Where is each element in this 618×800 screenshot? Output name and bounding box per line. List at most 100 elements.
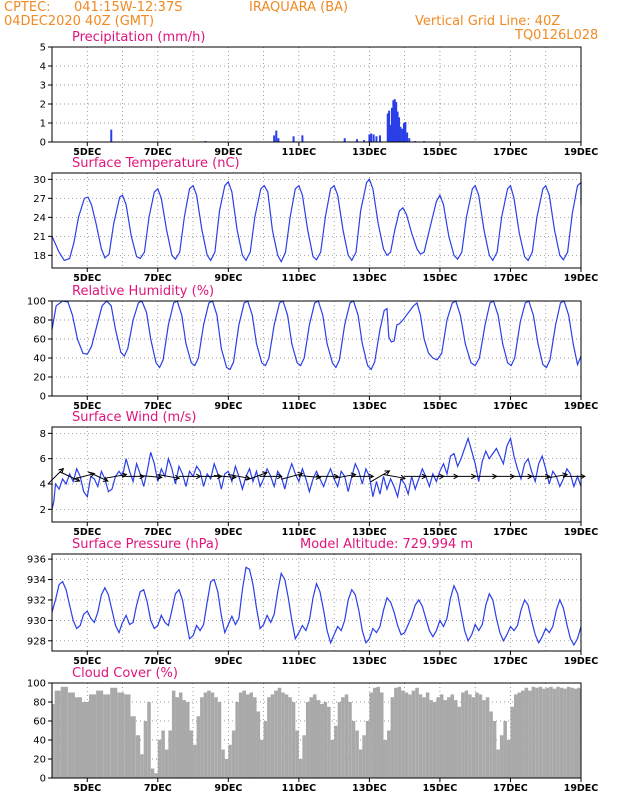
wind-arrow-5 bbox=[122, 473, 146, 480]
surface_pressure-xlabel-5: 15DEC bbox=[423, 656, 458, 667]
cloud-bar-120 bbox=[513, 694, 518, 778]
surface_pressure-ylabel-930: 930 bbox=[27, 616, 46, 627]
precip-bar-23 bbox=[398, 117, 401, 142]
wind-arrow-24 bbox=[453, 473, 477, 480]
cloud-bar-3 bbox=[67, 692, 75, 778]
cloud-bar-7 bbox=[96, 690, 104, 778]
cloud_cover-panel: Cloud Cover (%) 0 20 40 60 80 100 5DEC 7DEC 9DEC 1… bbox=[27, 666, 598, 794]
wind-arrow-shaft-20 bbox=[383, 473, 406, 479]
cloud-bar-87 bbox=[397, 686, 402, 778]
wind-arrow-shaft-1 bbox=[59, 471, 80, 482]
precipitation-ylabel-0: 0 bbox=[40, 138, 46, 149]
precip-bar-27 bbox=[404, 122, 407, 142]
cloud_cover-ylabel-80: 80 bbox=[33, 698, 46, 709]
precip-bar-17 bbox=[389, 124, 392, 142]
cloud-bar-33 bbox=[207, 690, 211, 778]
precipitation-frame bbox=[51, 46, 582, 143]
cloud-bar-10 bbox=[117, 692, 125, 778]
wind-arrow-7 bbox=[157, 473, 181, 481]
precipitation-ylabel-2: 2 bbox=[40, 100, 46, 111]
wind-arrow-shaft-7 bbox=[157, 473, 180, 479]
surface_pressure-xlabel-3: 11DEC bbox=[282, 656, 317, 667]
wind-arrow-shaft-3 bbox=[87, 471, 109, 482]
relative_humidity-xlabel-6: 17DEC bbox=[493, 401, 528, 412]
cloud_cover-xlabel-6: 17DEC bbox=[493, 783, 528, 794]
cloud-bar-74 bbox=[351, 721, 356, 778]
precip-bar-21 bbox=[395, 102, 398, 142]
cloud-bar-49 bbox=[263, 721, 268, 778]
cloud-bar-64 bbox=[316, 700, 321, 778]
cloud-bar-42 bbox=[238, 692, 243, 778]
precipitation-ylabel-4: 4 bbox=[40, 62, 46, 73]
relative_humidity-xlabel-2: 9DEC bbox=[214, 401, 242, 412]
cloud-bar-137 bbox=[573, 688, 578, 778]
cloud-bar-8 bbox=[103, 694, 111, 778]
relative_humidity-title: Relative Humidity (%) bbox=[72, 284, 214, 299]
precip-bar-14 bbox=[378, 135, 381, 142]
wind-arrow-head-6 bbox=[156, 474, 163, 480]
wind-arrow-shaft-14 bbox=[281, 473, 303, 480]
wind-arrow-6 bbox=[139, 474, 163, 480]
surface_wind-line bbox=[51, 436, 582, 510]
cloud-bar-26 bbox=[182, 700, 187, 778]
cloud-bar-131 bbox=[552, 688, 557, 778]
wind-arrow-head-15 bbox=[315, 474, 322, 480]
surface_pressure-title: Surface Pressure (hPa) bbox=[72, 537, 219, 552]
surface_wind-ylabel-4: 4 bbox=[40, 480, 46, 491]
wind-arrow-head-19 bbox=[384, 470, 391, 476]
cloud_cover-ylabel-60: 60 bbox=[33, 717, 46, 728]
cloud_cover-xlabel-3: 11DEC bbox=[282, 783, 317, 794]
cloud-bar-1 bbox=[54, 690, 61, 778]
wind-arrow-head-5 bbox=[139, 473, 146, 480]
cloud-bar-126 bbox=[535, 687, 539, 778]
cloud-bar-86 bbox=[394, 687, 398, 778]
cloud_cover-ylabel-100: 100 bbox=[27, 679, 46, 690]
surface_wind-xlabel-7: 19DEC bbox=[564, 527, 599, 538]
cloud-bar-125 bbox=[531, 686, 536, 778]
cloud-bar-130 bbox=[549, 686, 553, 778]
surface_wind-xlabel-5: 15DEC bbox=[423, 527, 458, 538]
cloud-bar-2 bbox=[60, 686, 68, 778]
cloud-bar-122 bbox=[521, 690, 525, 778]
surface_temperature-frame bbox=[51, 172, 582, 269]
cloud-bar-14 bbox=[140, 754, 144, 778]
precip-bar-29 bbox=[408, 138, 411, 142]
cloud-bar-55 bbox=[284, 694, 289, 778]
cloud_cover-xlabel-4: 13DEC bbox=[352, 783, 387, 794]
wind-arrow-shaft-19 bbox=[370, 470, 390, 483]
wind-arrow-head-30 bbox=[580, 473, 586, 480]
surface_temperature-xlabel-4: 13DEC bbox=[352, 273, 387, 284]
cloud-bar-53 bbox=[277, 687, 282, 778]
precip-bar-22 bbox=[396, 111, 399, 142]
wind-arrow-12 bbox=[246, 471, 268, 481]
precip-bar-24 bbox=[399, 126, 402, 142]
precipitation-xlabel-5: 15DEC bbox=[423, 147, 458, 158]
precip-bar-18 bbox=[390, 107, 393, 142]
cloud-bar-71 bbox=[341, 697, 345, 778]
surface_temperature-xlabel-2: 9DEC bbox=[214, 273, 242, 284]
wind-arrow-shaft-12 bbox=[246, 472, 268, 481]
wind-arrow-20 bbox=[383, 473, 406, 481]
wind-arrow-shaft-0 bbox=[47, 468, 64, 485]
relative_humidity-xlabel-5: 15DEC bbox=[423, 401, 458, 412]
surface_pressure-ylabel-934: 934 bbox=[27, 575, 46, 586]
wind-arrow-head-13 bbox=[277, 473, 283, 480]
header-location: 041:15W-12:37S bbox=[74, 0, 182, 15]
wind-arrow-18 bbox=[351, 473, 375, 480]
cloud_cover-ylabel-20: 20 bbox=[33, 755, 46, 766]
cloud-bar-97 bbox=[432, 702, 437, 778]
precipitation-xlabel-4: 13DEC bbox=[352, 147, 387, 158]
relative_humidity-xlabel-7: 19DEC bbox=[564, 401, 599, 412]
cloud-bar-127 bbox=[538, 686, 543, 778]
cloud-bar-25 bbox=[178, 692, 183, 778]
surface_wind-ylabel-6: 6 bbox=[40, 454, 46, 465]
cloud-bar-116 bbox=[499, 735, 504, 778]
cloud-bar-0 bbox=[52, 703, 55, 778]
cloud-bar-112 bbox=[485, 697, 490, 778]
cloud-bar-34 bbox=[210, 692, 215, 778]
surface_pressure-ylabel-928: 928 bbox=[27, 636, 46, 647]
cloud-bar-77 bbox=[362, 735, 366, 778]
cloud-bar-39 bbox=[228, 744, 232, 778]
cloud-bar-85 bbox=[390, 697, 395, 778]
precip-bar-4 bbox=[277, 138, 280, 142]
